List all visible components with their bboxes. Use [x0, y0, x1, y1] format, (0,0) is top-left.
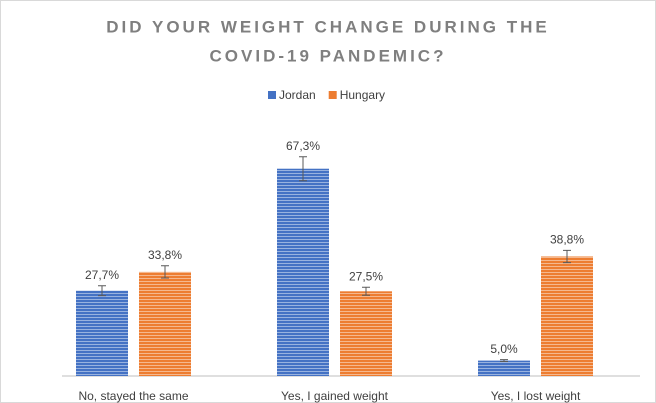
data-label: 38,8%: [550, 233, 584, 247]
legend-swatch: [268, 91, 276, 99]
error-bar: [299, 156, 307, 182]
chart-title: COVID-19 PANDEMIC?: [210, 46, 447, 65]
bar: [76, 290, 128, 376]
legend-label: Jordan: [279, 88, 316, 102]
legend-swatch: [328, 91, 337, 99]
error-bar: [500, 359, 508, 363]
error-bar: [98, 285, 106, 297]
bar: [139, 271, 191, 376]
x-tick-label: No, stayed the same: [78, 389, 188, 403]
legend-label: Hungary: [340, 88, 385, 102]
x-tick-label: Yes, I gained weight: [281, 389, 389, 403]
x-tick-label: Yes, I lost weight: [491, 389, 581, 403]
data-label: 5,0%: [490, 342, 518, 356]
data-label: 27,7%: [85, 268, 119, 282]
bar: [277, 168, 329, 376]
bar: [340, 291, 392, 376]
bar: [478, 360, 530, 376]
error-bar: [362, 286, 370, 296]
data-label: 27,5%: [349, 269, 383, 283]
error-bar: [161, 265, 169, 279]
bar: [541, 256, 593, 376]
data-label: 67,3%: [286, 139, 320, 153]
error-bar: [563, 249, 571, 264]
chart-title: DID YOUR WEIGHT CHANGE DURING THE: [106, 17, 549, 36]
data-label: 33,8%: [148, 248, 182, 262]
